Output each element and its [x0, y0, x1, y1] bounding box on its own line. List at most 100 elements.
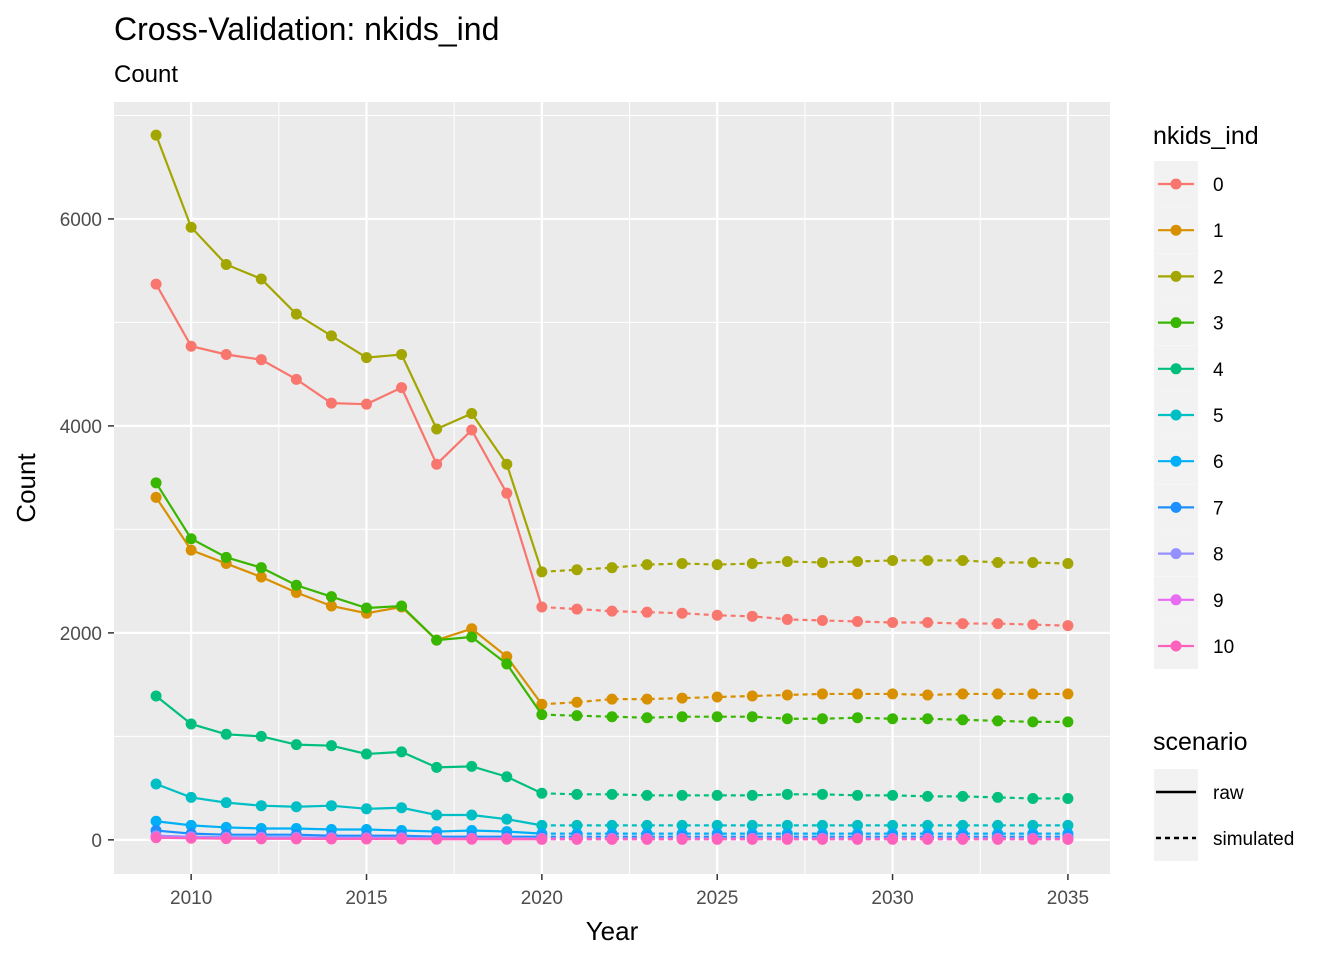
data-point-simulated [676, 711, 688, 723]
data-point-simulated [922, 833, 934, 845]
legend-item-label: 7 [1213, 498, 1224, 519]
data-point-raw [150, 477, 162, 489]
data-point-raw [185, 718, 197, 730]
data-point-simulated [957, 790, 969, 802]
data-point-simulated [816, 557, 828, 569]
series-0 [150, 278, 1074, 632]
series-line-simulated [541, 605, 1068, 627]
data-point-simulated [606, 605, 618, 617]
data-point-simulated [676, 558, 688, 570]
data-point-raw [185, 791, 197, 803]
data-point-raw [290, 308, 302, 320]
data-point-simulated [957, 554, 969, 566]
data-point-raw [361, 352, 373, 364]
legend-key-point [1170, 594, 1182, 606]
data-point-simulated [1062, 819, 1074, 831]
series-3 [150, 477, 1074, 728]
data-point-simulated [992, 688, 1004, 700]
data-point-raw [536, 709, 548, 721]
data-point-raw [431, 833, 443, 845]
data-point-raw [220, 797, 232, 809]
data-point-raw [290, 833, 302, 845]
series-line-raw [156, 836, 542, 841]
legend-item-2: 2 [1154, 253, 1224, 300]
data-point-simulated [711, 819, 723, 831]
data-point-simulated [851, 615, 863, 627]
data-point-raw [290, 739, 302, 751]
data-point-simulated [781, 788, 793, 800]
data-point-simulated [816, 713, 828, 725]
series-line-raw [155, 829, 542, 838]
plot-panel [114, 102, 1110, 874]
data-point-raw [220, 728, 232, 740]
data-point-simulated [887, 819, 899, 831]
data-point-raw [466, 833, 478, 845]
data-point-simulated [1062, 792, 1074, 804]
legend-key-point [1170, 501, 1182, 513]
data-point-simulated [887, 713, 899, 725]
legend-key-point [1170, 409, 1182, 421]
data-point-raw [536, 698, 548, 710]
data-point-simulated [1027, 619, 1039, 631]
data-point-raw [396, 833, 408, 845]
data-point-simulated [887, 617, 899, 629]
data-point-simulated [1027, 716, 1039, 728]
data-point-simulated [781, 819, 793, 831]
legend-key-point [1170, 363, 1182, 375]
data-point-raw [536, 601, 548, 613]
data-point-raw [290, 579, 302, 591]
data-point-simulated [781, 613, 793, 625]
data-point-raw [431, 458, 443, 470]
data-point-simulated [641, 833, 653, 845]
series-line-raw [155, 695, 543, 795]
data-point-simulated [922, 617, 934, 629]
data-point-simulated [922, 713, 934, 725]
data-point-simulated [887, 789, 899, 801]
x-tick-label: 2025 [696, 888, 738, 909]
data-point-raw [361, 833, 373, 845]
data-point-simulated [571, 833, 583, 845]
data-point-simulated [711, 559, 723, 571]
data-point-simulated [711, 609, 723, 621]
grid-minor [114, 102, 1110, 874]
series-2 [150, 129, 1074, 578]
data-point-simulated [992, 791, 1004, 803]
legend-item-10: 10 [1154, 623, 1234, 669]
x-tick-label: 2010 [170, 888, 212, 909]
data-point-simulated [851, 688, 863, 700]
series-10 [150, 832, 1074, 845]
legend-item-label: 10 [1213, 637, 1234, 658]
data-point-simulated [1062, 716, 1074, 728]
data-point-simulated [887, 833, 899, 845]
data-point-raw [466, 407, 478, 419]
data-point-simulated [676, 692, 688, 704]
data-point-raw [150, 778, 162, 790]
x-tick-label: 2020 [521, 888, 563, 909]
data-point-simulated [1027, 819, 1039, 831]
data-point-raw [185, 544, 197, 556]
data-point-raw [501, 833, 513, 845]
series-line-raw [155, 482, 543, 716]
legend-key-point [1170, 224, 1182, 236]
data-point-raw [220, 349, 232, 361]
y-axis: 0 2000 4000 6000 [60, 210, 114, 852]
series-line-raw [155, 283, 543, 608]
legend-key-point [1170, 455, 1182, 467]
data-point-raw [361, 398, 373, 410]
data-point-simulated [606, 562, 618, 574]
data-point-raw [536, 833, 548, 845]
data-point-raw [501, 771, 513, 783]
legend-linetype: raw simulated [1154, 769, 1294, 861]
y-axis-label: Count [11, 453, 41, 523]
legend-key-point [1170, 178, 1182, 190]
legend-item-label: 0 [1213, 175, 1224, 196]
data-point-simulated [781, 555, 793, 567]
data-point-raw [150, 491, 162, 503]
data-point-raw [536, 566, 548, 578]
data-point-raw [466, 424, 478, 436]
data-point-simulated [606, 711, 618, 723]
data-point-simulated [957, 714, 969, 726]
data-point-simulated [641, 712, 653, 724]
legend-item-label: simulated [1213, 829, 1294, 850]
